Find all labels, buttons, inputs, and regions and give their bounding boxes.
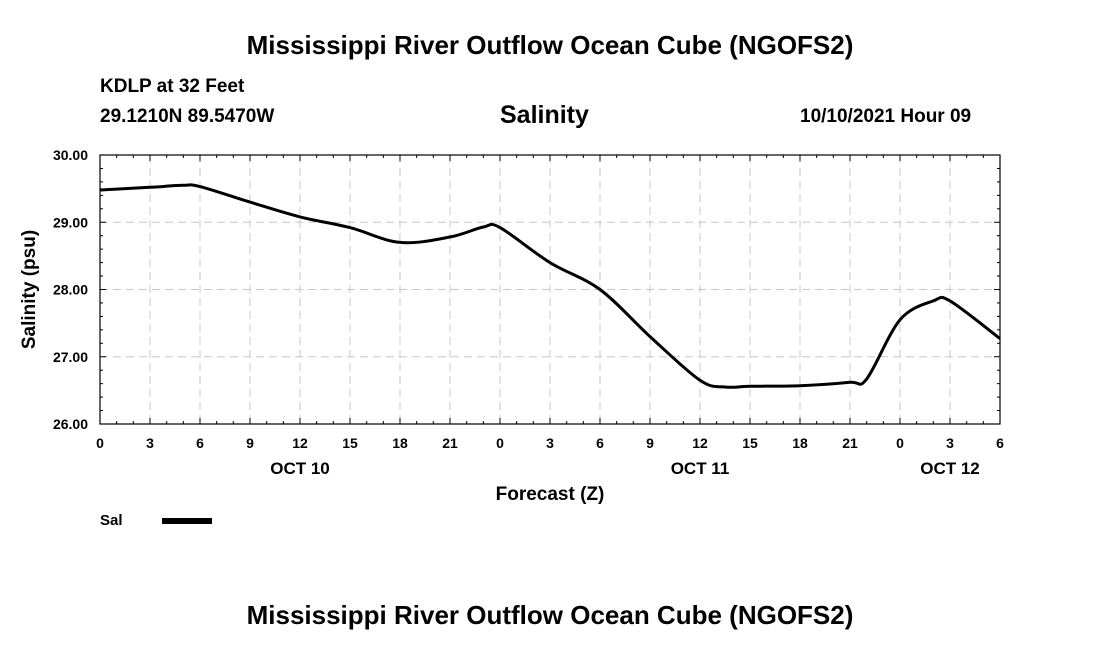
variable-title: Salinity (500, 101, 589, 129)
x-tick-label: 18 (392, 435, 408, 451)
legend-label: Sal (100, 512, 123, 529)
date-label: OCT 10 (270, 459, 330, 478)
x-tick-label: 6 (196, 435, 204, 451)
x-tick-label: 9 (646, 435, 654, 451)
x-tick-label: 18 (792, 435, 808, 451)
x-tick-label: 0 (896, 435, 904, 451)
x-tick-label: 3 (146, 435, 154, 451)
x-tick-label: 3 (546, 435, 554, 451)
x-tick-label: 6 (996, 435, 1004, 451)
x-axis-label: Forecast (Z) (496, 484, 605, 505)
chart-title: Mississippi River Outflow Ocean Cube (NG… (246, 30, 854, 60)
forecast-datetime: 10/10/2021 Hour 09 (800, 106, 972, 127)
x-tick-label: 3 (946, 435, 954, 451)
x-tick-label: 21 (442, 435, 458, 451)
x-tick-label: 15 (342, 435, 358, 451)
x-tick-label: 21 (842, 435, 858, 451)
x-tick-label: 6 (596, 435, 604, 451)
footer-title: Mississippi River Outflow Ocean Cube (NG… (246, 600, 854, 630)
x-tick-label: 15 (742, 435, 758, 451)
date-label: OCT 12 (920, 459, 980, 478)
date-label: OCT 11 (671, 459, 730, 478)
y-tick-label: 28.00 (53, 282, 88, 298)
y-tick-label: 29.00 (53, 214, 88, 230)
x-tick-label: 0 (496, 435, 504, 451)
x-tick-label: 0 (96, 435, 104, 451)
y-tick-label: 30.00 (53, 147, 88, 163)
x-tick-label: 12 (692, 435, 708, 451)
y-axis-label: Salinity (psu) (19, 230, 40, 349)
y-tick-label: 27.00 (53, 349, 88, 365)
x-tick-label: 12 (292, 435, 308, 451)
station-label: KDLP at 32 Feet (100, 76, 245, 97)
series-line-sal (99, 183, 1001, 389)
x-tick-label: 9 (246, 435, 254, 451)
y-tick-label: 26.00 (53, 416, 88, 432)
coordinates-label: 29.1210N 89.5470W (100, 106, 275, 127)
